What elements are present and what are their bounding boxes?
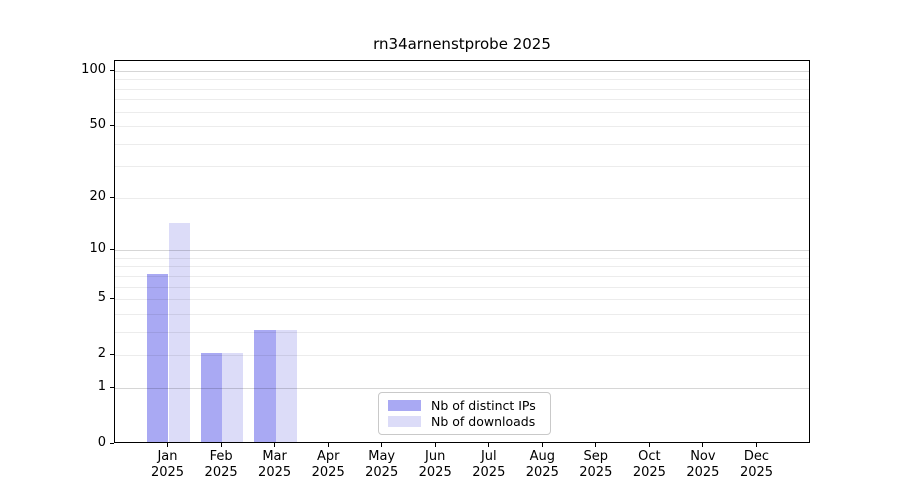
x-tick-year: 2025 [418, 464, 452, 480]
x-tick-month: Sep [583, 449, 609, 464]
x-tick-year: 2025 [204, 464, 238, 480]
x-tick-year: 2025 [686, 464, 720, 480]
y-tick-label: 10 [89, 241, 106, 257]
x-tick-month: Nov [690, 449, 716, 464]
x-tick-month: Jun [425, 449, 446, 464]
x-tick-month: Jul [480, 449, 497, 464]
gridline [115, 126, 809, 127]
gridline [115, 355, 809, 357]
x-tick-year: 2025 [579, 464, 613, 480]
gridline [115, 79, 809, 81]
x-tick [434, 443, 436, 447]
plot-area: Nb of distinct IPs Nb of downloads [114, 60, 810, 443]
gridline [115, 313, 809, 315]
x-tick-label: May 2025 [354, 449, 410, 480]
x-tick [381, 443, 383, 447]
bar-downloads [222, 353, 244, 442]
bar-distinct-ips [147, 273, 169, 442]
y-tick [110, 69, 114, 71]
x-tick-month: Feb [209, 449, 233, 464]
x-tick [167, 443, 168, 447]
x-tick-label: Aug 2025 [514, 449, 570, 480]
x-tick [702, 443, 704, 447]
bar-downloads [168, 223, 190, 442]
x-tick [595, 443, 597, 447]
gridline [115, 197, 809, 199]
y-tick [110, 249, 114, 251]
x-tick-year: 2025 [632, 464, 666, 480]
gridline [115, 275, 809, 277]
x-tick-label: Sep 2025 [568, 449, 624, 480]
gridline [115, 99, 809, 101]
y-tick [110, 386, 114, 388]
gridline [115, 299, 809, 301]
x-tick-label: Jul 2025 [461, 449, 517, 480]
x-tick [541, 443, 543, 447]
gridline [115, 331, 809, 333]
x-tick [488, 443, 490, 447]
y-tick [110, 354, 114, 356]
x-tick-month: Oct [638, 449, 661, 464]
x-tick-month: Dec [743, 449, 770, 464]
legend-label-distinct-ips: Nb of distinct IPs [431, 397, 536, 413]
legend-item-downloads: Nb of downloads [388, 414, 542, 429]
legend-swatch-downloads [388, 416, 421, 428]
legend-item-distinct-ips: Nb of distinct IPs [388, 398, 542, 413]
x-tick-label: Jan 2025 [140, 449, 196, 480]
x-tick [327, 443, 329, 447]
bar-distinct-ips [200, 353, 223, 442]
x-tick-month: Apr [316, 449, 340, 464]
x-tick-label: Oct 2025 [621, 449, 677, 480]
gridline [115, 111, 809, 113]
x-tick-year: 2025 [472, 464, 506, 480]
x-tick [220, 443, 222, 447]
y-tick-label: 5 [97, 290, 106, 306]
gridline [115, 250, 809, 252]
legend-swatch-distinct-ips [388, 399, 421, 411]
x-tick-label: Feb 2025 [193, 449, 249, 480]
y-tick-label: 100 [81, 61, 106, 77]
chart-title: rn34arnenstprobe 2025 [373, 35, 551, 53]
gridline [115, 88, 809, 90]
gridline [115, 70, 809, 72]
gridline [115, 387, 809, 389]
x-tick-label: Apr 2025 [300, 449, 356, 480]
bar-downloads [275, 329, 297, 442]
y-tick [110, 443, 114, 444]
gridline [115, 143, 809, 145]
x-tick-month: Mar [262, 449, 287, 464]
x-tick-year: 2025 [258, 464, 292, 480]
y-tick-label: 0 [97, 435, 106, 450]
y-tick [110, 196, 114, 198]
x-tick-month: May [368, 449, 396, 464]
y-tick-label: 50 [89, 117, 106, 132]
x-tick-label: Nov 2025 [675, 449, 731, 480]
y-tick [110, 125, 114, 126]
x-tick-label: Jun 2025 [407, 449, 463, 480]
x-tick [274, 443, 276, 447]
x-tick-label: Mar 2025 [247, 449, 303, 480]
y-tick-label: 1 [97, 378, 106, 394]
x-tick-year: 2025 [150, 464, 185, 480]
x-tick-label: Dec 2025 [729, 449, 785, 480]
x-tick-month: Jan [157, 449, 178, 464]
gridline [115, 166, 809, 168]
y-tick [110, 298, 114, 300]
x-tick-year: 2025 [365, 464, 399, 480]
x-tick-year: 2025 [525, 464, 559, 480]
legend-label-downloads: Nb of downloads [431, 414, 536, 430]
y-tick-label: 2 [97, 346, 106, 362]
gridline [115, 257, 809, 259]
x-tick-month: Aug [529, 449, 555, 464]
x-tick-year: 2025 [311, 464, 345, 480]
x-tick [648, 443, 650, 447]
legend: Nb of distinct IPs Nb of downloads [378, 392, 551, 435]
gridline [115, 286, 809, 288]
x-tick-year: 2025 [739, 464, 774, 480]
x-tick [756, 443, 757, 447]
gridline [115, 266, 809, 268]
bar-distinct-ips [254, 329, 276, 442]
y-tick-label: 20 [89, 188, 106, 204]
